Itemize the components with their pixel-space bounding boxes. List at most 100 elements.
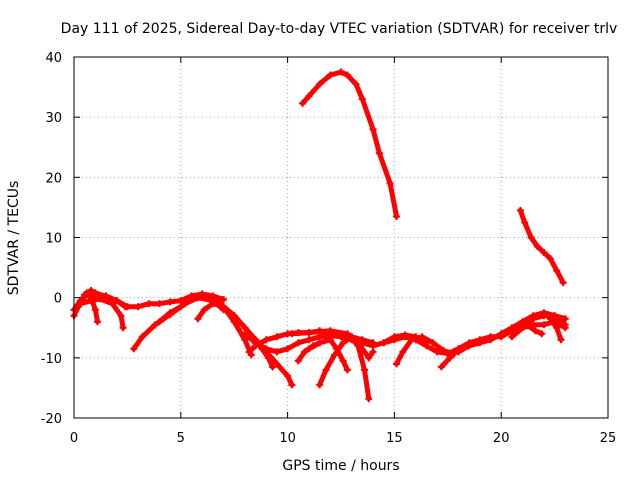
data-point-marker <box>316 381 324 389</box>
data-point-marker <box>534 243 542 251</box>
data-point-marker <box>369 348 377 356</box>
data-point-marker <box>81 291 89 299</box>
x-tick-label: 0 <box>70 431 78 446</box>
data-point-marker <box>241 336 249 344</box>
data-point-marker <box>326 327 334 335</box>
y-tick-label: 40 <box>45 51 62 66</box>
data-point-marker <box>269 363 277 371</box>
data-point-marker <box>358 95 366 103</box>
y-axis-label: SDTVAR / TECUs <box>6 181 22 296</box>
data-point-marker <box>76 300 84 308</box>
series-arc-3 <box>76 295 127 332</box>
series-line <box>295 340 323 364</box>
series-arc-12 <box>316 333 377 389</box>
data-point-marker <box>294 357 302 365</box>
data-point-marker <box>538 330 546 338</box>
axis-ticks: 0 5 10 15 20 25 -20 -10 0 10 20 30 40 <box>41 51 617 446</box>
x-tick-label: 5 <box>177 431 185 446</box>
data-point-marker <box>305 329 313 337</box>
data-point-marker <box>440 347 448 355</box>
data-point-marker <box>356 342 364 350</box>
x-tick-label: 25 <box>600 431 617 446</box>
data-point-marker <box>497 330 505 338</box>
data-point-marker <box>393 360 401 368</box>
data-point-marker <box>551 312 559 320</box>
data-point-marker <box>262 336 270 344</box>
series-arc-11 <box>288 327 373 403</box>
data-point-marker <box>433 348 441 356</box>
y-tick-label: 30 <box>45 111 62 126</box>
data-point-marker <box>546 255 554 263</box>
data-point-marker <box>220 303 228 311</box>
data-point-marker <box>284 345 292 353</box>
data-point-marker <box>198 291 206 299</box>
data-point-marker <box>454 348 462 356</box>
data-point-marker <box>145 300 153 308</box>
data-point-marker <box>343 71 351 79</box>
data-point-marker <box>273 360 281 368</box>
grid <box>74 57 608 418</box>
data-point-marker <box>390 333 398 341</box>
chart-title: Day 111 of 2025, Sidereal Day-to-day VTE… <box>61 21 618 37</box>
data-point-marker <box>422 339 430 347</box>
series-line <box>156 292 254 358</box>
data-point-marker <box>288 381 296 389</box>
data-point-marker <box>516 206 524 214</box>
data-point-marker <box>365 395 373 403</box>
data-point-marker <box>326 71 334 79</box>
series-line <box>317 334 376 388</box>
data-point-marker <box>559 279 567 287</box>
data-point-marker <box>358 336 366 344</box>
data-point-marker <box>166 309 174 317</box>
data-point-marker <box>177 303 185 311</box>
data-point-marker <box>123 303 131 311</box>
data-point-marker <box>241 324 249 332</box>
series-arc-23 <box>516 206 567 287</box>
data-point-marker <box>241 330 249 338</box>
series-line <box>300 69 399 219</box>
data-point-marker <box>166 298 174 306</box>
data-point-marker <box>339 339 347 347</box>
data-point-marker <box>316 339 324 347</box>
data-point-marker <box>529 312 537 320</box>
data-point-marker <box>401 331 409 339</box>
data-point-marker <box>553 324 561 332</box>
data-point-marker <box>299 99 307 107</box>
y-tick-label: 0 <box>54 292 62 307</box>
data-point-marker <box>155 318 163 326</box>
data-point-marker <box>337 68 345 76</box>
data-point-marker <box>316 333 324 341</box>
data-point-marker <box>386 179 394 187</box>
data-point-marker <box>333 345 341 353</box>
data-point-marker <box>155 300 163 308</box>
data-point-marker <box>326 336 334 344</box>
data-point-marker <box>369 125 377 133</box>
data-point-marker <box>245 348 253 356</box>
data-point-marker <box>561 324 569 332</box>
data-series-group <box>70 68 569 403</box>
data-point-marker <box>93 318 101 326</box>
data-point-marker <box>540 309 548 317</box>
data-point-marker <box>352 80 360 88</box>
data-point-marker <box>301 348 309 356</box>
data-point-marker <box>119 324 127 332</box>
data-point-marker <box>91 291 99 299</box>
data-point-marker <box>399 348 407 356</box>
data-point-marker <box>177 297 185 305</box>
data-point-marker <box>87 297 95 305</box>
data-point-marker <box>134 303 142 311</box>
data-point-marker <box>252 342 260 350</box>
data-point-marker <box>437 363 445 371</box>
data-point-marker <box>523 321 531 329</box>
data-point-marker <box>339 357 347 365</box>
data-point-marker <box>557 336 565 344</box>
data-point-marker <box>209 300 217 308</box>
y-tick-label: 10 <box>45 232 62 247</box>
data-point-marker <box>380 339 388 347</box>
series-arc-14 <box>294 339 324 365</box>
data-point-marker <box>375 149 383 157</box>
series-arc-20 <box>523 321 546 338</box>
data-point-marker <box>264 354 272 362</box>
data-point-marker <box>294 339 302 347</box>
